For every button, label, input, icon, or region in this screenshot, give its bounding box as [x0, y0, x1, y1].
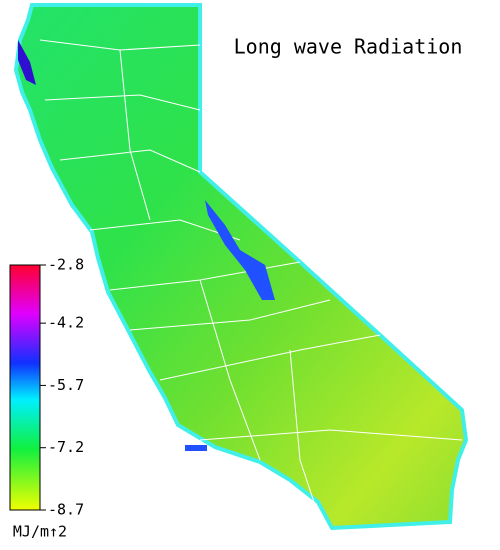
high-values: [18, 40, 275, 451]
colorbar-tick-label: -2.8: [48, 256, 84, 274]
county-lines: [39, 39, 463, 521]
colorbar-tick-label: -8.7: [48, 501, 84, 519]
colorbar: [9, 264, 41, 511]
map-title: Long wave Radiation: [234, 35, 463, 59]
colorbar-tick-label: -5.7: [48, 376, 84, 394]
colorbar-tick-label: -7.2: [48, 438, 84, 456]
colorbar-tick-label: -4.2: [48, 314, 84, 332]
colorbar-unit: MJ/m↑2: [13, 523, 67, 541]
